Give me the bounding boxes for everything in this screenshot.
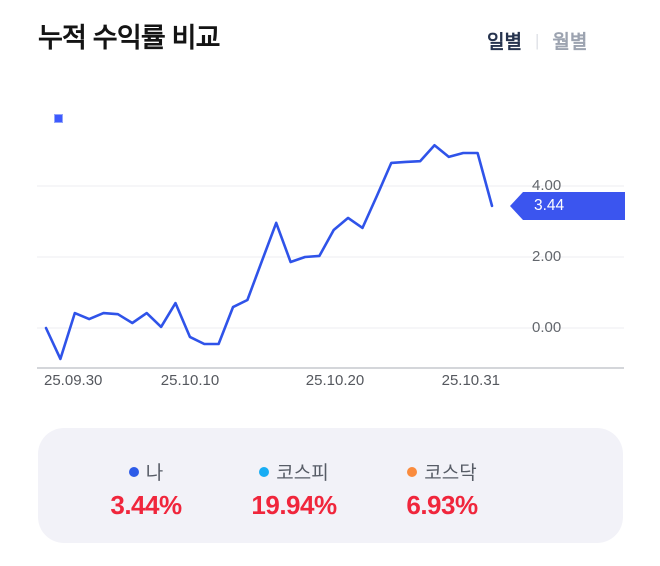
kospi-label: 코스피 <box>276 463 329 484</box>
x-tick-1: 25.10.10 <box>160 372 220 389</box>
summary-item-kospi: 코스피 19.94% <box>220 458 368 543</box>
y-tick-0: 0.00 <box>532 319 562 336</box>
series-legend-marker-icon <box>54 114 63 123</box>
summary-item-kosdaq: 코스닥 6.93% <box>368 458 516 543</box>
period-tabs: 일별 | 월별 <box>487 27 587 54</box>
y-tick-2: 2.00 <box>532 248 562 265</box>
me-dot-icon <box>128 466 139 477</box>
tab-monthly[interactable]: 월별 <box>552 32 588 53</box>
tab-divider: | <box>534 30 540 50</box>
current-value-badge: 3.44 <box>510 192 625 220</box>
x-tick-0: 25.09.30 <box>44 372 103 389</box>
series-line <box>44 143 494 361</box>
summary-item-me: 나 3.44% <box>72 458 220 543</box>
me-label: 나 <box>145 463 164 484</box>
tab-daily[interactable]: 일별 <box>487 32 522 53</box>
gridlines <box>37 185 624 329</box>
kosdaq-dot-icon <box>407 466 418 477</box>
page-title: 누적 수익률 비교 <box>38 23 220 53</box>
kosdaq-return-value: 6.93% <box>406 490 478 520</box>
kosdaq-label: 코스닥 <box>424 463 477 484</box>
kospi-return-value: 19.94% <box>251 490 337 520</box>
me-return-value: 3.44% <box>110 490 182 520</box>
x-tick-3: 25.10.31 <box>441 372 500 389</box>
x-tick-2: 25.10.20 <box>305 372 365 389</box>
kospi-dot-icon <box>259 466 270 477</box>
summary-panel: 나 3.44% 코스피 19.94% 코스닥 6.93% <box>38 428 623 543</box>
y-tick-4: 4.00 <box>532 177 562 194</box>
